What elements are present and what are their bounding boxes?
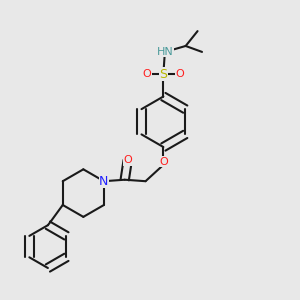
Text: O: O [175, 69, 184, 79]
Text: O: O [123, 155, 132, 165]
Text: S: S [159, 68, 167, 81]
Text: O: O [159, 157, 168, 167]
Text: HN: HN [157, 47, 173, 57]
Text: O: O [143, 69, 152, 79]
Text: N: N [99, 175, 109, 188]
Text: N: N [99, 175, 109, 188]
